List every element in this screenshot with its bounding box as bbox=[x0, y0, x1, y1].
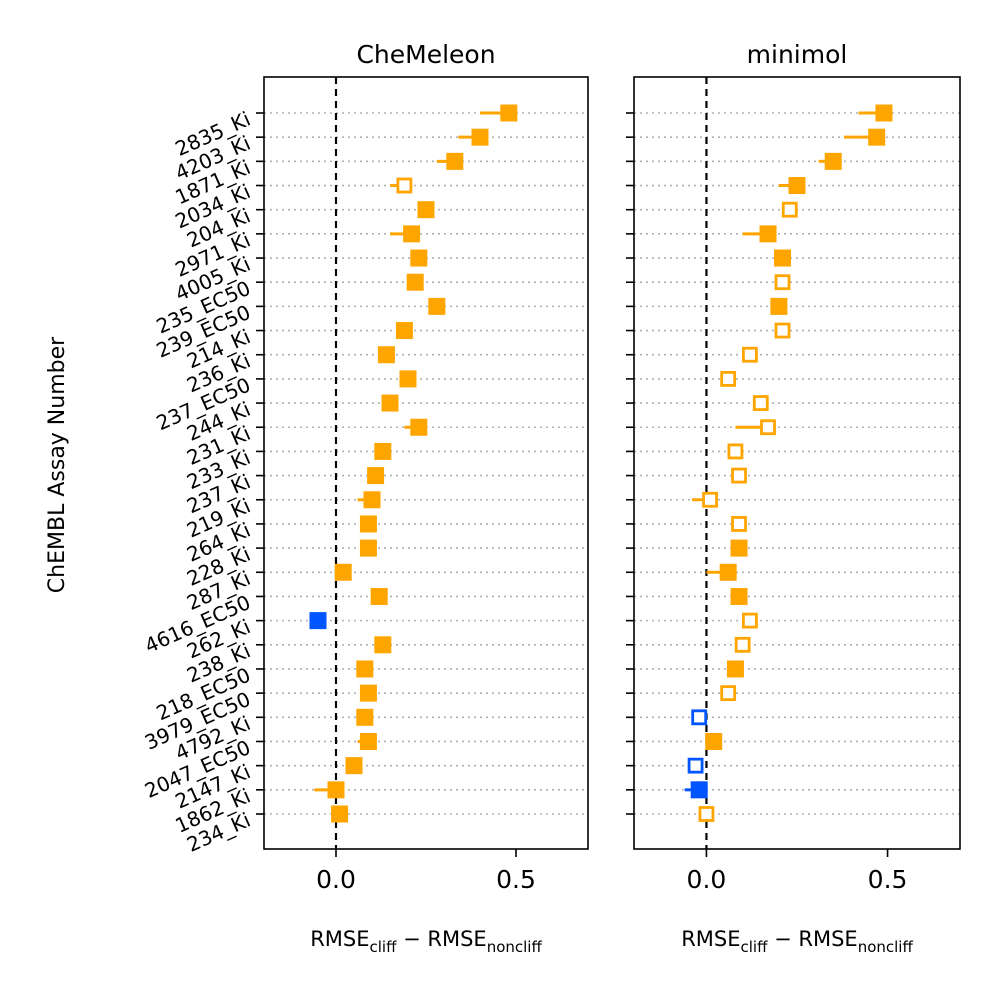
panel-title: minimol bbox=[747, 40, 848, 69]
data-point-filled bbox=[367, 467, 385, 485]
data-point-filled bbox=[770, 297, 788, 315]
data-point-filled bbox=[331, 805, 349, 823]
data-point-filled bbox=[334, 563, 352, 581]
plot-frame bbox=[263, 76, 589, 850]
data-point-filled bbox=[345, 757, 363, 775]
data-point-filled bbox=[500, 104, 518, 122]
data-point-filled bbox=[359, 732, 377, 750]
data-point-filled bbox=[471, 128, 489, 146]
y-tick-labels: 2835_Ki4203_Ki1871_Ki2034_Ki204_Ki2971_K… bbox=[141, 107, 254, 857]
data-point-open bbox=[781, 201, 798, 218]
data-point-open bbox=[774, 322, 791, 339]
data-point-filled bbox=[824, 152, 842, 170]
x-tick-label: 0.0 bbox=[316, 865, 356, 894]
data-point-filled bbox=[774, 249, 792, 267]
data-point-filled bbox=[705, 732, 723, 750]
data-point-filled bbox=[730, 587, 748, 605]
data-point-filled bbox=[370, 587, 388, 605]
data-point-filled bbox=[403, 225, 421, 243]
y-axis-title: ChEMBL Assay Number bbox=[45, 336, 70, 593]
data-point-open bbox=[752, 395, 769, 411]
data-point-filled bbox=[410, 418, 428, 436]
data-point-filled bbox=[690, 781, 708, 799]
x-axis-title: RMSEcliff − RMSEnoncliff bbox=[681, 927, 913, 956]
data-point-open bbox=[698, 806, 715, 822]
x-axis-title: RMSEcliff − RMSEnoncliff bbox=[310, 927, 542, 956]
panel-minimol: 0.0 0.5 minimol RMSEcliff − RMSEnoncliff bbox=[626, 40, 961, 956]
data-point-open bbox=[742, 346, 758, 363]
data-point-filled bbox=[719, 563, 737, 581]
data-point-open bbox=[731, 467, 747, 484]
data-point-filled bbox=[399, 370, 417, 388]
data-point-filled bbox=[363, 491, 381, 509]
panel-title: CheMeleon bbox=[356, 40, 495, 69]
data-point-filled bbox=[875, 104, 893, 122]
data-point-filled bbox=[446, 152, 464, 170]
data-point-filled bbox=[381, 394, 399, 412]
data-point-filled bbox=[726, 660, 744, 678]
data-point-filled bbox=[356, 708, 374, 726]
data-point-open bbox=[760, 419, 776, 436]
data-point-open bbox=[702, 491, 718, 508]
data-point-filled bbox=[759, 225, 777, 243]
data-point-filled bbox=[410, 249, 428, 267]
data-point-open bbox=[731, 516, 747, 532]
data-point-filled bbox=[788, 177, 806, 195]
x-tick-label: 0.5 bbox=[496, 865, 536, 894]
data-point-filled bbox=[374, 442, 392, 460]
plot-frame bbox=[633, 76, 961, 850]
data-point-filled bbox=[327, 781, 345, 799]
data-point-filled bbox=[868, 128, 886, 146]
data-point-filled bbox=[359, 539, 377, 557]
data-point-filled bbox=[356, 660, 374, 678]
data-point-filled bbox=[417, 201, 435, 219]
data-point-filled bbox=[406, 273, 424, 291]
data-point-open bbox=[720, 370, 737, 387]
data-point-open bbox=[774, 274, 791, 291]
x-tick-label: 0.0 bbox=[687, 865, 727, 894]
x-tick-label: 0.5 bbox=[868, 865, 908, 894]
data-point-open bbox=[734, 636, 751, 653]
data-point-filled bbox=[359, 684, 377, 702]
data-point-open bbox=[691, 709, 708, 726]
panel-chemeleon: 0.0 0.5 CheMeleon RMSEcliff − RMSEnoncliff bbox=[256, 40, 589, 956]
data-point-open bbox=[727, 443, 744, 460]
data-point-open bbox=[687, 757, 704, 774]
data-point-filled bbox=[730, 539, 748, 557]
data-point-filled bbox=[359, 515, 377, 533]
data-point-filled bbox=[377, 346, 395, 364]
data-point-filled bbox=[374, 636, 392, 654]
data-point-filled bbox=[428, 297, 446, 315]
data-point-filled bbox=[395, 322, 413, 340]
data-point-open bbox=[720, 685, 737, 702]
data-point-filled bbox=[309, 612, 327, 630]
data-point-open bbox=[742, 612, 758, 629]
data-point-open bbox=[396, 177, 413, 194]
